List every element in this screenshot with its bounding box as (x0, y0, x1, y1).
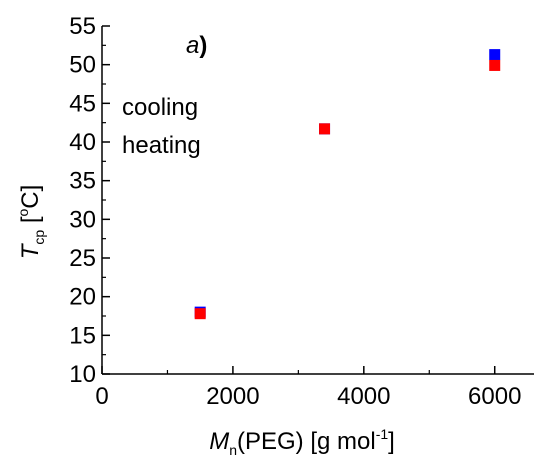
data-point-cooling (489, 49, 501, 61)
panel-label-paren: ) (199, 32, 207, 59)
data-point-heating (489, 59, 501, 71)
panel-label-letter: a (186, 32, 199, 59)
legend-entry-cooling: cooling (122, 94, 198, 121)
x-axis-label-superscript: -1 (376, 426, 389, 442)
data-point-heating (194, 308, 206, 320)
x-tick-label: 0 (95, 383, 108, 410)
x-axis-label: Mn(PEG) [g mol-1] (209, 426, 395, 455)
chart-marks (194, 49, 501, 320)
y-axis-label-group: Tcp [oC] (15, 185, 47, 260)
data-point-heating (319, 123, 331, 135)
y-tick-label: 20 (69, 284, 96, 311)
legend-entry-heating: heating (122, 132, 201, 159)
x-axis-label-symbol: M (209, 428, 229, 455)
x-axis-label-text: (PEG) [g mol (237, 428, 376, 455)
y-tick-label: 30 (69, 206, 96, 233)
x-axis-label-subscript: n (229, 442, 237, 455)
y-tick-label: 15 (69, 322, 96, 349)
y-tick-label: 50 (69, 52, 96, 79)
y-axis-label-superscript: o (15, 208, 31, 216)
x-tick-label: 2000 (206, 383, 259, 410)
chart-axes: 10 15 20 25 30 35 40 45 50 55 0 2000 4000 6000 (69, 13, 534, 410)
y-tick-label: 10 (69, 361, 96, 388)
y-axis-label-suffix: C] (17, 185, 44, 209)
y-axis-label-subscript: cp (31, 230, 47, 245)
y-tick-label: 55 (69, 13, 96, 40)
x-tick-label: 4000 (337, 383, 390, 410)
y-axis-label-text: [ (17, 216, 44, 230)
y-tick-label: 45 (69, 90, 96, 117)
y-axis-label-symbol: T (17, 242, 44, 259)
y-tick-label: 40 (69, 129, 96, 156)
x-axis-label-suffix: ] (388, 428, 395, 455)
y-tick-label: 25 (69, 245, 96, 272)
x-tick-label: 6000 (468, 383, 521, 410)
panel-label: a) (186, 32, 207, 59)
y-tick-label: 35 (69, 168, 96, 195)
y-axis-label: Tcp [oC] (15, 185, 47, 260)
